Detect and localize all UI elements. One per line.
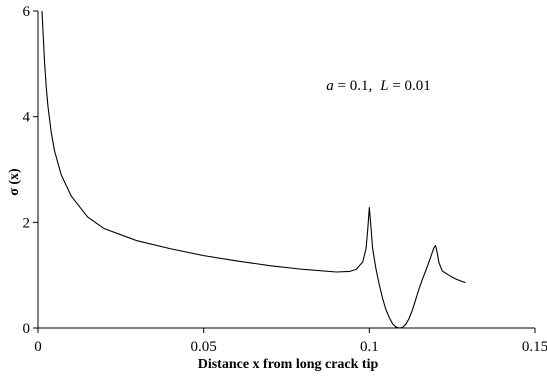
plot-area bbox=[41, 10, 466, 329]
axes bbox=[37, 11, 535, 329]
y-tick-label: 4 bbox=[23, 110, 31, 126]
y-tick-label: 2 bbox=[23, 215, 31, 231]
annotation-a-value: = 0.1, bbox=[334, 78, 372, 94]
annotation-l-value: = 0.01 bbox=[389, 78, 431, 94]
y-tick-label: 6 bbox=[23, 4, 31, 20]
series-line bbox=[41, 10, 466, 329]
parameter-annotation: a = 0.1, L = 0.01 bbox=[326, 78, 431, 94]
x-tick-label: 0.05 bbox=[191, 339, 217, 355]
x-axis-label: Distance x from long crack tip bbox=[198, 357, 379, 372]
x-tick-labels: 0 0.05 0.1 0.15 bbox=[34, 339, 547, 355]
annotation-l-symbol: L bbox=[379, 78, 388, 94]
y-tick-label: 0 bbox=[23, 321, 31, 337]
x-tick-label: 0.1 bbox=[360, 339, 379, 355]
y-tick-labels: 0 2 4 6 bbox=[23, 4, 31, 337]
x-tick-label: 0 bbox=[34, 339, 42, 355]
annotation-a-symbol: a bbox=[326, 78, 334, 94]
x-tick-label: 0.15 bbox=[522, 339, 547, 355]
tick-marks bbox=[33, 10, 536, 333]
y-axis-label: σ (x) bbox=[7, 168, 22, 196]
